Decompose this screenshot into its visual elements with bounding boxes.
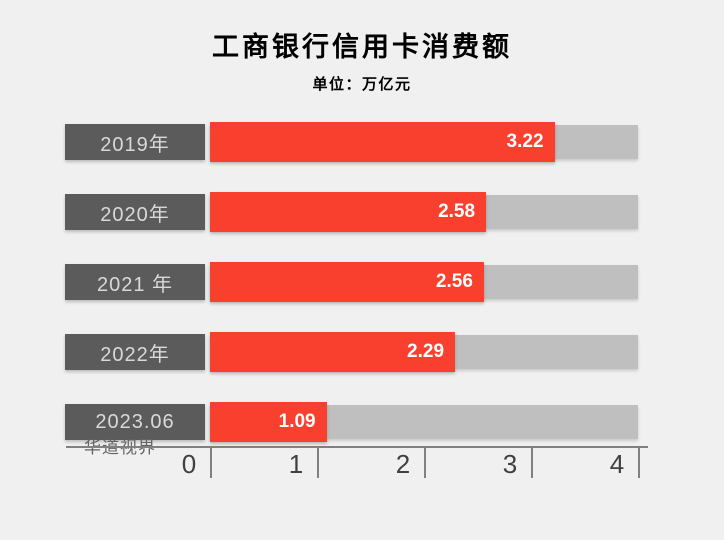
bar-row: 2019年 3.22	[0, 122, 724, 162]
bar-row: 2021 年 2.56	[0, 262, 724, 302]
bar-track: 2.56	[210, 262, 638, 302]
x-axis-tick	[638, 446, 640, 478]
x-axis-tick	[317, 446, 319, 478]
value-label: 3.22	[506, 131, 544, 152]
chart-title: 工商银行信用卡消费额	[212, 32, 512, 62]
bar-track: 1.09	[210, 402, 638, 442]
x-axis-tick	[424, 446, 426, 478]
bar-track: 2.58	[210, 192, 638, 232]
value-label: 2.56	[435, 271, 473, 292]
x-axis-tick-label: 3	[502, 449, 518, 479]
bar-row: 2022年 2.29	[0, 332, 724, 372]
x-axis-tick-label: 0	[181, 449, 197, 479]
category-label: 2020年	[65, 194, 205, 230]
category-label: 2019年	[65, 124, 205, 160]
value-label: 2.58	[438, 201, 476, 222]
bar-fill: 2.29	[210, 332, 456, 372]
x-axis-tick-label: 2	[395, 449, 411, 479]
category-label: 2023.06	[65, 404, 205, 440]
x-axis-tick-label: 1	[288, 449, 304, 479]
value-label: 1.09	[278, 411, 316, 432]
bar-fill: 2.58	[210, 192, 487, 232]
value-label: 2.29	[407, 341, 445, 362]
x-axis-tick	[531, 446, 533, 478]
bar-track: 3.22	[210, 122, 638, 162]
bar-track: 2.29	[210, 332, 638, 372]
x-axis-tick	[210, 446, 212, 478]
bar-row: 2020年 2.58	[0, 192, 724, 232]
x-axis-tick-label: 4	[609, 449, 625, 479]
bar-fill: 3.22	[210, 122, 555, 162]
bar-fill: 1.09	[210, 402, 327, 442]
bar-row: 2023.06 1.09	[0, 402, 724, 442]
x-axis-line	[66, 446, 648, 448]
category-label: 2021 年	[65, 264, 205, 300]
category-label: 2022年	[65, 334, 205, 370]
bar-fill: 2.56	[210, 262, 484, 302]
chart-unit-label: 单位：万亿元	[312, 76, 412, 93]
